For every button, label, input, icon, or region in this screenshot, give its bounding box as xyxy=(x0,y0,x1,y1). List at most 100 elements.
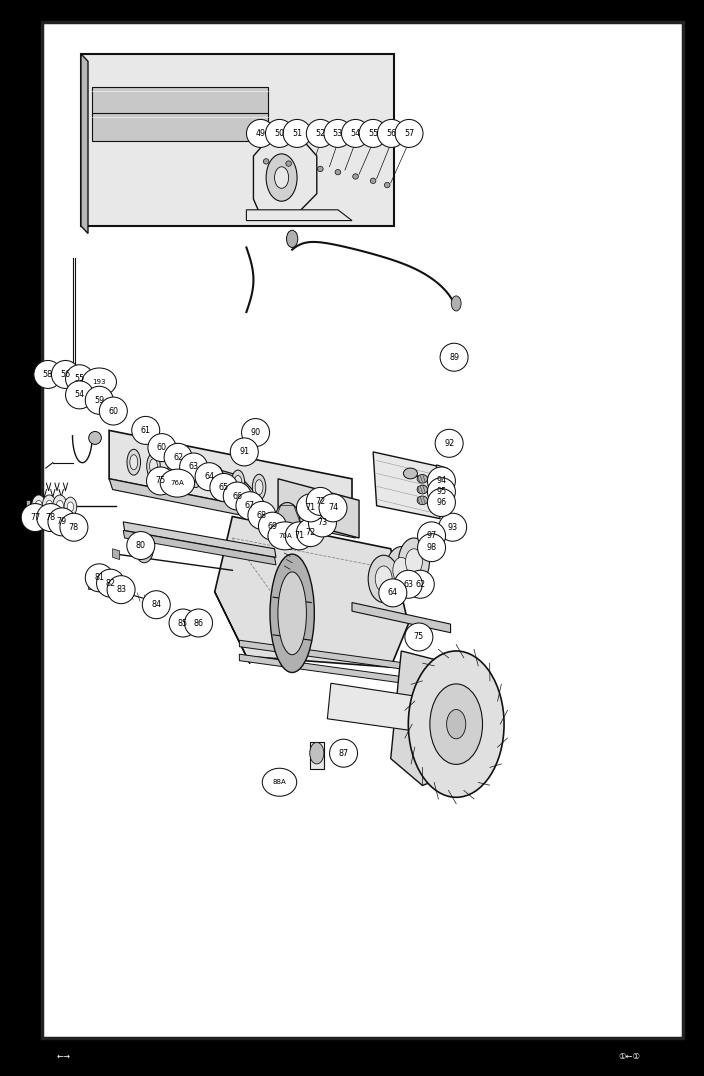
Ellipse shape xyxy=(417,522,446,550)
Ellipse shape xyxy=(107,576,135,604)
Polygon shape xyxy=(373,452,440,519)
Ellipse shape xyxy=(170,463,179,478)
Ellipse shape xyxy=(263,768,296,796)
Ellipse shape xyxy=(405,623,433,651)
Polygon shape xyxy=(26,500,30,511)
Text: 67: 67 xyxy=(245,501,255,510)
Polygon shape xyxy=(436,465,449,506)
Text: 49: 49 xyxy=(256,129,265,138)
Circle shape xyxy=(64,497,77,516)
Text: 93: 93 xyxy=(448,523,458,532)
Polygon shape xyxy=(239,640,451,676)
Text: 75: 75 xyxy=(156,477,165,485)
Circle shape xyxy=(266,154,297,201)
Ellipse shape xyxy=(130,455,138,470)
Ellipse shape xyxy=(164,443,192,471)
Polygon shape xyxy=(239,654,451,690)
Ellipse shape xyxy=(82,368,116,396)
Ellipse shape xyxy=(89,431,101,444)
Ellipse shape xyxy=(427,489,455,516)
Ellipse shape xyxy=(270,554,314,672)
Text: 72: 72 xyxy=(315,497,325,506)
Text: 78: 78 xyxy=(69,523,79,532)
Polygon shape xyxy=(113,549,120,560)
Text: 54: 54 xyxy=(75,391,84,399)
Text: 72: 72 xyxy=(306,528,315,537)
Ellipse shape xyxy=(149,458,158,473)
Ellipse shape xyxy=(379,579,407,607)
Circle shape xyxy=(32,495,46,516)
Ellipse shape xyxy=(427,467,455,495)
Ellipse shape xyxy=(377,119,406,147)
Ellipse shape xyxy=(148,434,176,462)
Polygon shape xyxy=(81,54,394,226)
Text: 80: 80 xyxy=(136,541,146,550)
Ellipse shape xyxy=(223,482,251,510)
Text: 50: 50 xyxy=(275,129,284,138)
Text: C 10FSA: C 10FSA xyxy=(618,34,656,43)
Ellipse shape xyxy=(384,182,390,188)
Circle shape xyxy=(275,167,289,188)
Text: 58: 58 xyxy=(43,370,53,379)
Text: 90: 90 xyxy=(251,428,260,437)
Ellipse shape xyxy=(191,467,200,482)
Text: 64: 64 xyxy=(388,589,398,597)
Ellipse shape xyxy=(146,467,175,495)
Ellipse shape xyxy=(210,473,238,501)
Ellipse shape xyxy=(180,453,208,481)
Text: 88A: 88A xyxy=(272,779,287,785)
Text: 86: 86 xyxy=(194,619,203,627)
Ellipse shape xyxy=(370,178,376,184)
Polygon shape xyxy=(81,54,88,233)
Polygon shape xyxy=(176,457,239,494)
Ellipse shape xyxy=(195,463,223,491)
Polygon shape xyxy=(253,140,317,215)
Text: 82: 82 xyxy=(106,579,115,587)
Ellipse shape xyxy=(246,119,275,147)
Ellipse shape xyxy=(34,360,62,388)
Text: 79: 79 xyxy=(57,518,67,526)
Circle shape xyxy=(451,296,461,311)
Ellipse shape xyxy=(189,462,203,487)
Circle shape xyxy=(42,495,56,516)
Polygon shape xyxy=(239,476,282,539)
Circle shape xyxy=(135,535,153,563)
Circle shape xyxy=(68,501,74,511)
Text: 64: 64 xyxy=(204,472,214,481)
Text: 53: 53 xyxy=(333,129,343,138)
Text: 76A: 76A xyxy=(170,480,184,486)
Polygon shape xyxy=(92,87,268,115)
Circle shape xyxy=(310,742,324,764)
Text: 68: 68 xyxy=(257,511,267,520)
Ellipse shape xyxy=(353,173,358,180)
Ellipse shape xyxy=(60,513,88,541)
Text: 57: 57 xyxy=(404,129,414,138)
Text: 96: 96 xyxy=(436,498,446,507)
Ellipse shape xyxy=(394,570,422,598)
Text: 91: 91 xyxy=(239,448,249,456)
Ellipse shape xyxy=(132,416,160,444)
Ellipse shape xyxy=(48,508,76,536)
Text: 66: 66 xyxy=(232,492,242,500)
Circle shape xyxy=(46,500,53,511)
Ellipse shape xyxy=(417,496,427,505)
Text: 87: 87 xyxy=(339,749,348,758)
Ellipse shape xyxy=(440,343,468,371)
Text: 98: 98 xyxy=(427,543,436,552)
Text: 63: 63 xyxy=(403,580,413,589)
Circle shape xyxy=(287,230,298,247)
Text: 62: 62 xyxy=(415,580,425,589)
Ellipse shape xyxy=(417,534,446,562)
Ellipse shape xyxy=(395,119,423,147)
Text: ①←①: ①←① xyxy=(619,1052,641,1061)
Ellipse shape xyxy=(127,450,141,476)
Ellipse shape xyxy=(85,386,113,414)
Ellipse shape xyxy=(319,494,347,522)
FancyBboxPatch shape xyxy=(42,22,683,1038)
Text: 84: 84 xyxy=(151,600,161,609)
Circle shape xyxy=(368,555,399,603)
Ellipse shape xyxy=(278,572,306,654)
Ellipse shape xyxy=(51,360,80,388)
Ellipse shape xyxy=(252,475,266,500)
Ellipse shape xyxy=(439,513,467,541)
